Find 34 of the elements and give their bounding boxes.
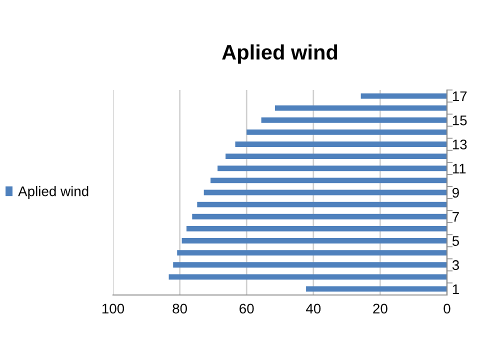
y-tick-label: 3 xyxy=(452,260,459,270)
bar xyxy=(186,226,447,232)
bar xyxy=(246,129,447,135)
legend-label: Aplied wind xyxy=(18,186,88,199)
x-tick-label: 100 xyxy=(102,304,124,314)
x-tick-label: 60 xyxy=(240,304,254,314)
x-tick-label: 20 xyxy=(373,304,388,314)
bar xyxy=(177,250,447,256)
bar xyxy=(168,274,447,280)
bar xyxy=(197,202,447,208)
bar xyxy=(210,178,447,184)
x-tick-label: 40 xyxy=(306,304,321,314)
bar xyxy=(218,166,447,172)
y-tick-label: 7 xyxy=(452,212,459,222)
bar xyxy=(182,238,447,244)
y-tick-label: 11 xyxy=(452,164,466,174)
x-tick-label: 80 xyxy=(172,304,187,314)
bar xyxy=(204,190,447,196)
bar xyxy=(274,105,447,111)
y-tick-label: 5 xyxy=(452,236,460,246)
y-tick-label: 15 xyxy=(452,116,467,126)
bar xyxy=(360,93,447,99)
y-tick-label: 13 xyxy=(452,140,467,150)
x-tick-label: 0 xyxy=(444,304,450,314)
bar xyxy=(173,262,447,268)
bar xyxy=(192,214,447,220)
y-tick-label: 17 xyxy=(452,92,467,102)
bar xyxy=(261,117,447,123)
bar xyxy=(235,142,447,147)
y-tick-label: 1 xyxy=(452,284,459,294)
chart-title: Aplied wind xyxy=(222,44,338,64)
y-tick-label: 9 xyxy=(452,188,459,198)
bar xyxy=(306,286,447,292)
bar xyxy=(226,154,447,160)
